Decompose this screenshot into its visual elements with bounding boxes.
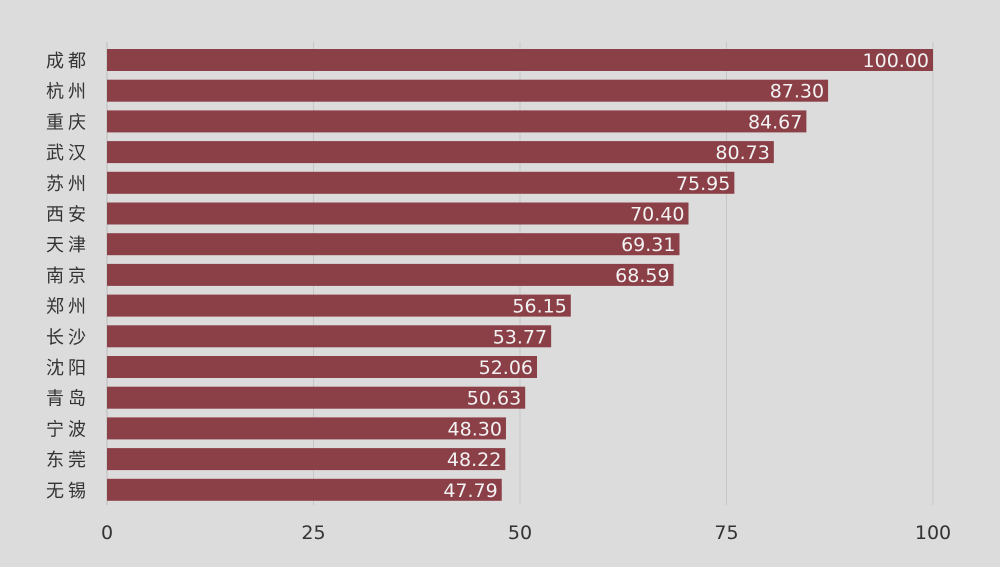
bar: [107, 325, 552, 348]
bar-value-label: 84.67: [748, 111, 802, 133]
bar: [107, 141, 774, 164]
bar: [107, 356, 538, 378]
bar-value-label: 68.59: [615, 265, 669, 287]
bar: [107, 110, 807, 133]
bar: [107, 263, 674, 286]
category-label: 青岛: [46, 389, 90, 410]
bar-value-label: 56.15: [512, 296, 566, 318]
category-label: 宁波: [46, 419, 90, 440]
category-label: 重庆: [46, 112, 90, 133]
x-tick-label: 25: [301, 522, 325, 544]
bar-value-label: 80.73: [715, 142, 769, 164]
category-label: 杭州: [46, 82, 90, 103]
bar: [107, 79, 829, 102]
bar: [107, 233, 680, 256]
bar: [107, 448, 506, 471]
x-tick-label: 50: [508, 522, 532, 544]
bar-value-label: 47.79: [443, 480, 497, 502]
bar: [107, 294, 571, 317]
bar-value-label: 70.40: [630, 204, 684, 226]
category-label: 郑州: [46, 297, 90, 318]
bar-value-label: 52.06: [479, 357, 533, 379]
x-tick-label: 100: [915, 522, 951, 544]
bar: [107, 49, 933, 71]
bar: [107, 417, 506, 440]
category-label: 无锡: [46, 481, 90, 502]
bar-value-label: 75.95: [676, 173, 730, 195]
bar-value-label: 53.77: [493, 326, 547, 348]
category-label: 南京: [46, 266, 90, 287]
category-label: 长沙: [46, 327, 90, 348]
x-tick-label: 0: [101, 522, 113, 544]
bar-value-label: 100.00: [863, 50, 929, 72]
category-label: 苏州: [46, 174, 90, 195]
category-label: 成都: [46, 51, 90, 72]
x-tick-label: 75: [714, 522, 738, 544]
bar: [107, 171, 735, 194]
category-label: 天津: [46, 235, 90, 256]
bar-value-label: 48.22: [447, 449, 501, 471]
bar: [107, 202, 689, 225]
category-label: 沈阳: [46, 358, 90, 379]
bar-value-label: 48.30: [448, 418, 502, 440]
bar-value-label: 87.30: [770, 81, 824, 103]
bar: [107, 386, 526, 409]
category-label: 武汉: [46, 143, 90, 164]
x-axis-ticks: 0 25 50 75 100: [101, 522, 951, 544]
bar-value-label: 50.63: [467, 388, 521, 410]
category-label: 西安: [46, 205, 90, 226]
bars: 100.00 成都 87.30 杭州 84.67 重庆 80.73 武汉 75.95 苏州 70.4…: [46, 49, 933, 502]
category-label: 东莞: [46, 450, 90, 471]
bar: [107, 478, 502, 501]
bar-value-label: 69.31: [621, 234, 675, 256]
